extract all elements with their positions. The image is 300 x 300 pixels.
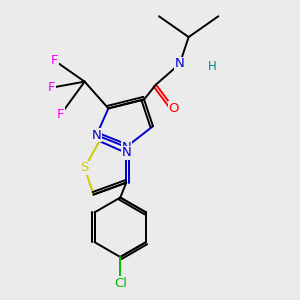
Text: F: F: [51, 54, 59, 67]
Text: O: O: [169, 102, 179, 115]
Text: H: H: [208, 60, 217, 73]
Text: N: N: [121, 140, 131, 154]
Text: F: F: [48, 81, 56, 94]
Text: N: N: [175, 57, 184, 70]
Text: N: N: [121, 146, 131, 160]
Text: S: S: [80, 161, 89, 174]
Text: N: N: [92, 129, 101, 142]
Text: Cl: Cl: [114, 277, 127, 290]
Text: F: F: [57, 108, 64, 121]
